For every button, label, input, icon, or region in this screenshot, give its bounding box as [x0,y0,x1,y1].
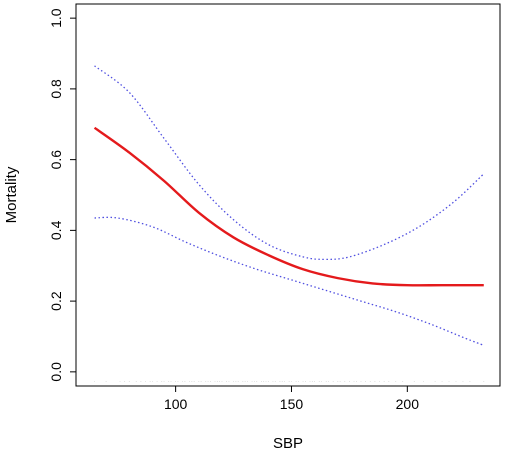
y-tick-label: 0.4 [48,220,64,240]
x-tick-label: 150 [280,396,304,412]
y-tick-label: 1.0 [48,8,64,28]
y-axis: 0.0 0.2 0.4 0.6 0.8 1.0 [48,8,76,382]
x-tick-label: 200 [396,396,420,412]
y-tick-label: 0.0 [48,362,64,382]
y-axis-title: Mortality [3,166,20,223]
plot-frame [75,3,501,387]
series-line-upper-ci [94,65,485,261]
y-tick-label: 0.2 [48,291,64,311]
x-axis: 100 150 200 [164,386,419,412]
series-line-estimate [93,126,484,287]
x-axis-title: SBP [273,435,303,452]
y-tick-label: 0.6 [48,150,64,170]
series-lines [93,65,485,346]
y-tick-label: 0.8 [48,79,64,99]
x-tick-label: 100 [164,396,188,412]
series-line-lower-ci [94,216,485,346]
